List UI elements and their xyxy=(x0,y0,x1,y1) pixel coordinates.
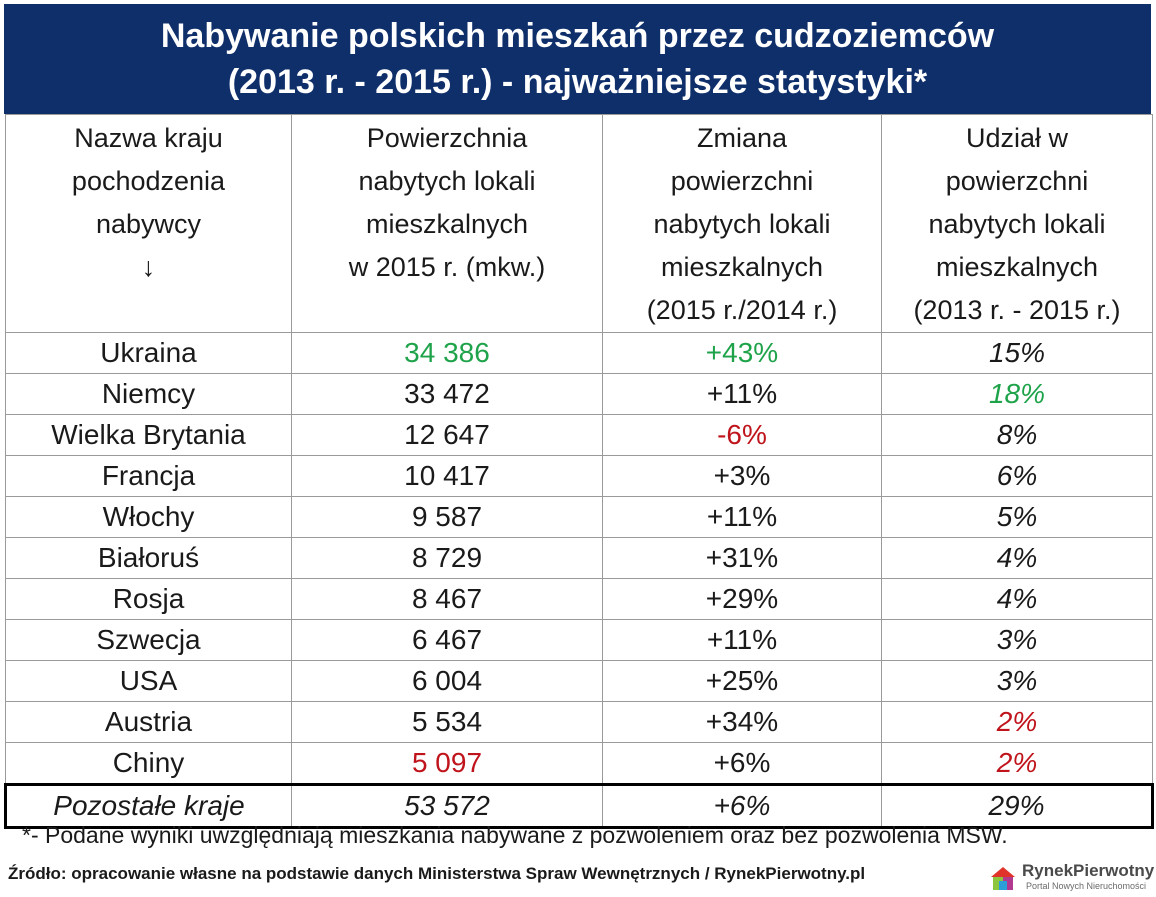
header-text: Zmiana xyxy=(696,123,788,153)
footnote: *- Podane wyniki uwzględniają mieszkania… xyxy=(22,822,1008,848)
header-text: powierzchni xyxy=(670,166,814,196)
table-row: Szwecja 6 467 +11% 3% xyxy=(5,619,1153,661)
share-cell: 2% xyxy=(881,742,1153,785)
change-cell: +6% xyxy=(602,783,882,829)
country-cell: Białoruś xyxy=(5,537,292,579)
source-note: Źródło: opracowanie własne na podstawie … xyxy=(8,864,866,883)
header-text: Udział w xyxy=(965,123,1069,153)
change-cell: -6% xyxy=(602,414,882,456)
table-row: Wielka Brytania 12 647 -6% 8% xyxy=(5,414,1153,456)
share-cell: 8% xyxy=(881,414,1153,456)
change-cell: +43% xyxy=(602,332,882,374)
header-text: Nazwa kraju xyxy=(74,123,223,153)
country-cell: Chiny xyxy=(5,742,292,785)
area-cell: 10 417 xyxy=(291,455,603,497)
logo-name: RynekPierwotny xyxy=(1022,861,1155,880)
share-cell: 5% xyxy=(881,496,1153,538)
header-text: w 2015 r. (mkw.) xyxy=(348,252,546,282)
header-text: (2015 r./2014 r.) xyxy=(646,295,838,325)
area-cell: 9 587 xyxy=(291,496,603,538)
header-country: Nazwa kraju pochodzenia nabywcy ↓ xyxy=(5,114,292,333)
header-share: Udział w powierzchni nabytych lokali mie… xyxy=(881,114,1153,333)
header-change: Zmiana powierzchni nabytych lokali miesz… xyxy=(602,114,882,333)
country-cell: Wielka Brytania xyxy=(5,414,292,456)
area-cell: 34 386 xyxy=(291,332,603,374)
table-row: Białoruś 8 729 +31% 4% xyxy=(5,537,1153,579)
share-cell: 6% xyxy=(881,455,1153,497)
share-cell: 3% xyxy=(881,619,1153,661)
change-cell: +31% xyxy=(602,537,882,579)
area-cell: 53 572 xyxy=(291,783,603,829)
share-cell: 4% xyxy=(881,578,1153,620)
share-cell: 4% xyxy=(881,537,1153,579)
header-text: mieszkalnych xyxy=(365,209,529,239)
country-cell: Austria xyxy=(5,701,292,743)
area-cell: 5 534 xyxy=(291,701,603,743)
area-cell: 5 097 xyxy=(291,742,603,785)
change-cell: +11% xyxy=(602,619,882,661)
logo-tagline: Portal Nowych Nieruchomości xyxy=(1026,881,1147,891)
house-icon xyxy=(991,867,1015,890)
country-cell: USA xyxy=(5,660,292,702)
country-cell: Ukraina xyxy=(5,332,292,374)
down-arrow-icon: ↓ xyxy=(141,252,156,282)
country-cell: Szwecja xyxy=(5,619,292,661)
share-cell: 18% xyxy=(881,373,1153,415)
country-cell: Niemcy xyxy=(5,373,292,415)
header-text: powierzchni xyxy=(945,166,1089,196)
area-cell: 8 729 xyxy=(291,537,603,579)
header-text: nabytych lokali xyxy=(928,209,1106,239)
header-area: Powierzchnia nabytych lokali mieszkalnyc… xyxy=(291,114,603,333)
change-cell: +3% xyxy=(602,455,882,497)
table-row: Chiny 5 097 +6% 2% xyxy=(5,742,1153,785)
header-text: pochodzenia xyxy=(71,166,226,196)
title-banner: Nabywanie polskich mieszkań przez cudzoz… xyxy=(4,4,1151,114)
change-cell: +34% xyxy=(602,701,882,743)
title-line-2: (2013 r. - 2015 r.) - najważniejsze stat… xyxy=(227,63,928,101)
change-cell: +11% xyxy=(602,373,882,415)
header-text: mieszkalnych xyxy=(935,252,1099,282)
country-cell: Pozostałe kraje xyxy=(4,783,292,829)
header-text: Powierzchnia xyxy=(366,123,528,153)
table-row: Włochy 9 587 +11% 5% xyxy=(5,496,1153,538)
statistics-table: Nazwa kraju pochodzenia nabywcy ↓ Powier… xyxy=(4,114,1154,829)
share-cell: 2% xyxy=(881,701,1153,743)
change-cell: +11% xyxy=(602,496,882,538)
change-cell: +29% xyxy=(602,578,882,620)
table-row: Ukraina 34 386 +43% 15% xyxy=(5,332,1153,374)
header-text: nabytych lokali xyxy=(653,209,831,239)
area-cell: 12 647 xyxy=(291,414,603,456)
share-cell: 29% xyxy=(881,783,1154,829)
area-cell: 8 467 xyxy=(291,578,603,620)
total-row: Pozostałe kraje 53 572 +6% 29% xyxy=(4,783,1154,829)
area-cell: 6 467 xyxy=(291,619,603,661)
share-cell: 3% xyxy=(881,660,1153,702)
change-cell: +6% xyxy=(602,742,882,785)
table-row: USA 6 004 +25% 3% xyxy=(5,660,1153,702)
area-cell: 6 004 xyxy=(291,660,603,702)
table-row: Rosja 8 467 +29% 4% xyxy=(5,578,1153,620)
header-text: mieszkalnych xyxy=(660,252,824,282)
country-cell: Włochy xyxy=(5,496,292,538)
table-row: Niemcy 33 472 +11% 18% xyxy=(5,373,1153,415)
table-row: Austria 5 534 +34% 2% xyxy=(5,701,1153,743)
header-text: nabywcy xyxy=(95,209,202,239)
table-row: Francja 10 417 +3% 6% xyxy=(5,455,1153,497)
brand-logo: RynekPierwotny Portal Nowych Nieruchomoś… xyxy=(988,860,1154,894)
area-cell: 33 472 xyxy=(291,373,603,415)
header-text: nabytych lokali xyxy=(358,166,536,196)
title-line-1: Nabywanie polskich mieszkań przez cudzoz… xyxy=(160,17,995,55)
share-cell: 15% xyxy=(881,332,1153,374)
change-cell: +25% xyxy=(602,660,882,702)
country-cell: Rosja xyxy=(5,578,292,620)
country-cell: Francja xyxy=(5,455,292,497)
header-row: Nazwa kraju pochodzenia nabywcy ↓ Powier… xyxy=(5,114,1153,333)
header-text: (2013 r. - 2015 r.) xyxy=(913,295,1121,325)
